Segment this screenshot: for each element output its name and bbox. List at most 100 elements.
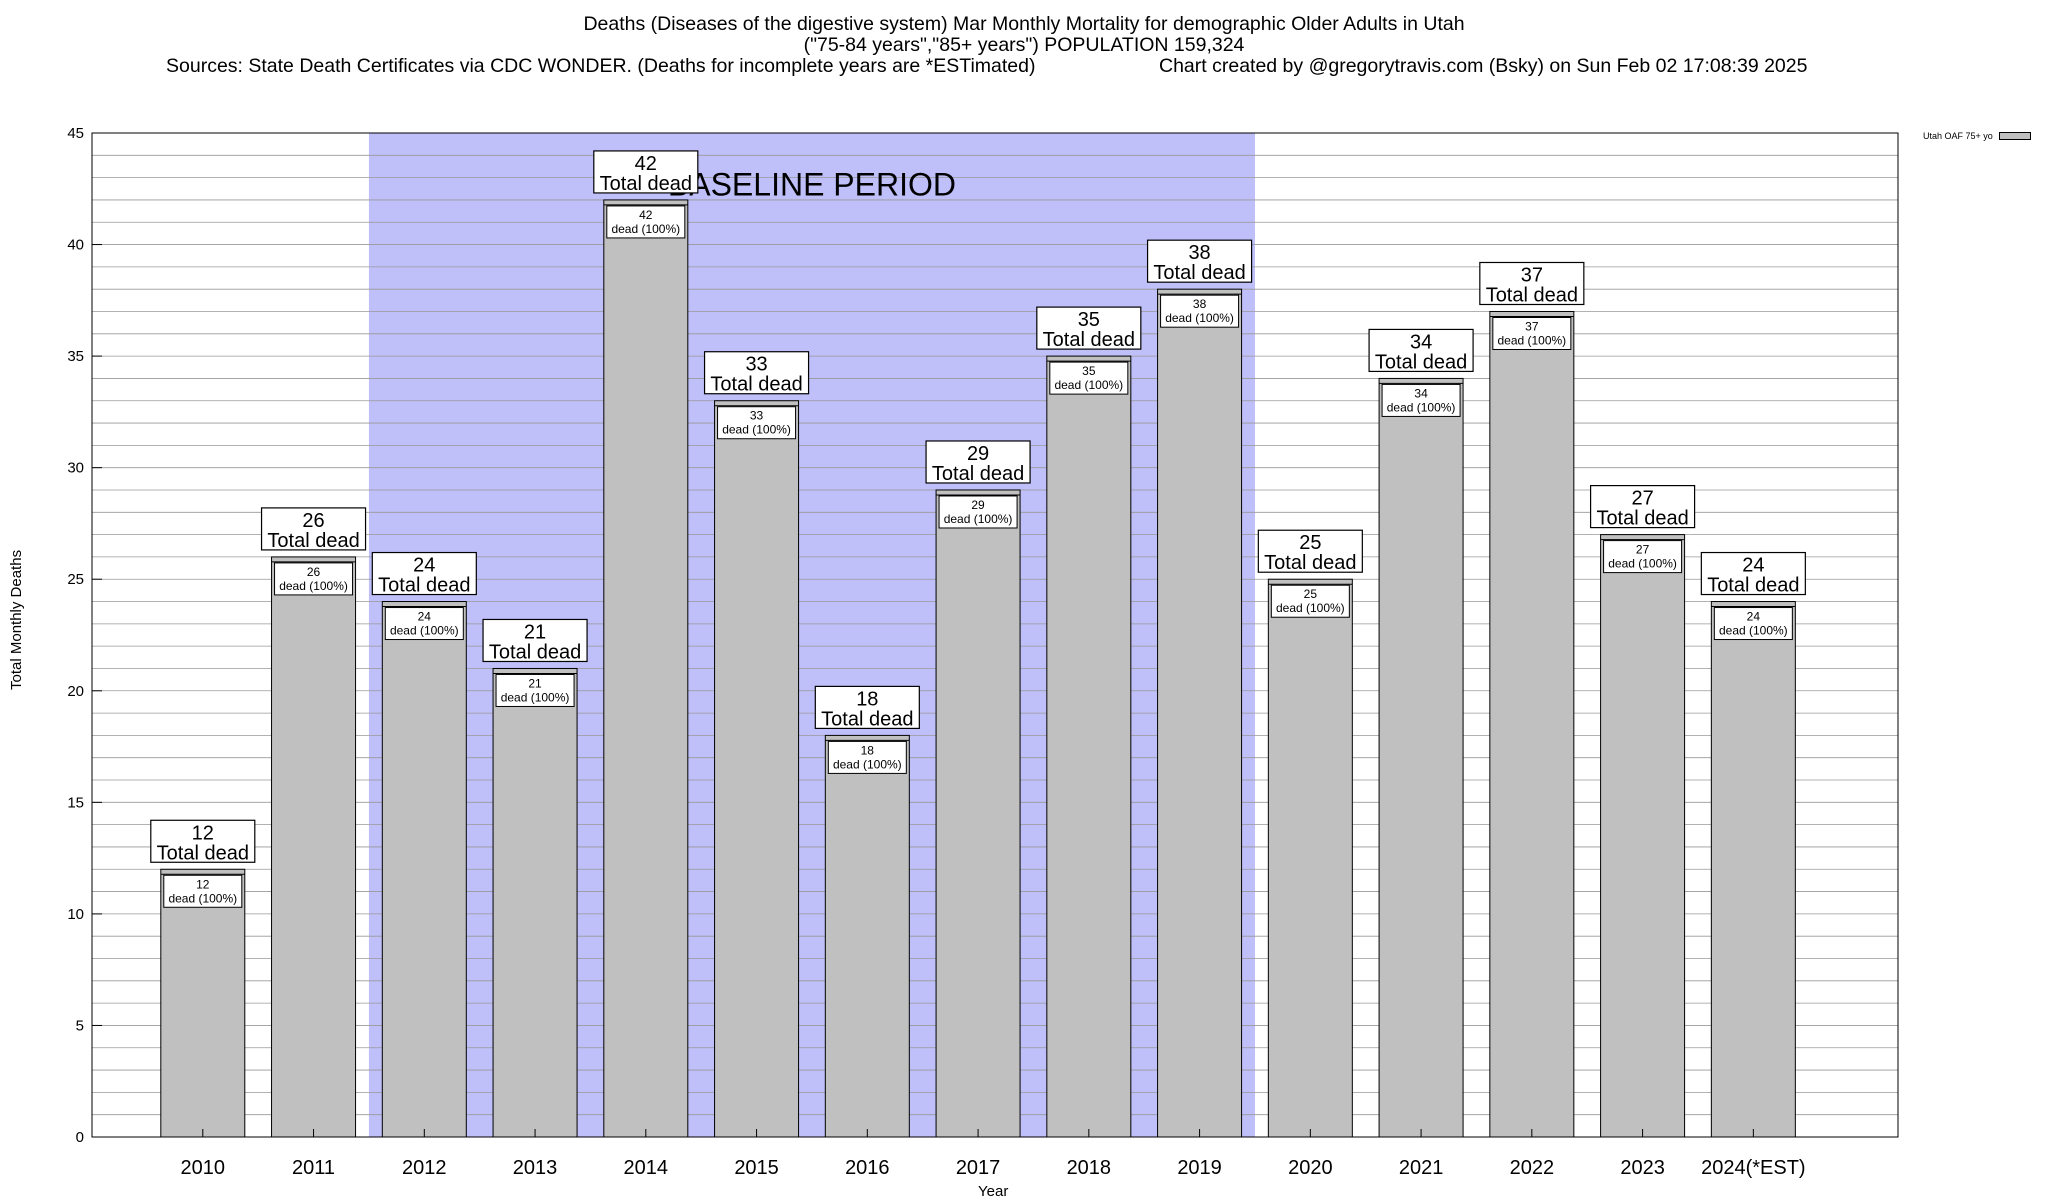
top-label-box bbox=[482, 618, 588, 663]
inner-label-text: dead (100%) bbox=[944, 512, 1013, 526]
chart-subtitle: ("75-84 years","85+ years") POPULATION 1… bbox=[803, 34, 1245, 56]
bar bbox=[1046, 355, 1132, 1138]
top-label-text: Total dead bbox=[932, 463, 1024, 485]
y-tick-label: 30 bbox=[67, 460, 84, 477]
inner-label-text: dead (100%) bbox=[501, 690, 570, 704]
inner-label-box bbox=[1049, 361, 1129, 395]
bar bbox=[1489, 310, 1575, 1138]
top-label-box bbox=[371, 551, 477, 596]
y-axis-label: Total Monthly Deaths bbox=[8, 549, 25, 690]
bar bbox=[935, 489, 1021, 1138]
y-tick-label: 40 bbox=[67, 237, 84, 254]
inner-label-box bbox=[1160, 294, 1240, 328]
top-label-value: 34 bbox=[1410, 331, 1432, 353]
inner-label-value: 25 bbox=[1304, 587, 1318, 601]
top-label-value: 21 bbox=[524, 621, 546, 643]
top-label-box bbox=[1036, 306, 1142, 350]
top-label-text: Total dead bbox=[710, 374, 802, 396]
x-tick-label: 2015 bbox=[734, 1157, 779, 1179]
top-label-text: Total dead bbox=[1264, 552, 1356, 574]
top-label-value: 38 bbox=[1188, 242, 1210, 264]
inner-label-text: dead (100%) bbox=[1165, 311, 1234, 325]
y-tick-label: 0 bbox=[76, 1129, 84, 1146]
inner-label-box bbox=[1381, 383, 1461, 417]
y-tick-label: 35 bbox=[67, 348, 84, 365]
inner-label-value: 26 bbox=[307, 565, 321, 579]
chart-sources: Sources: State Death Certificates via CD… bbox=[166, 55, 1036, 77]
plot-frame bbox=[91, 132, 1899, 1138]
inner-label-value: 18 bbox=[861, 743, 875, 757]
top-label-box bbox=[260, 507, 367, 551]
top-label-box bbox=[1368, 328, 1474, 373]
top-label-text: Total dead bbox=[1375, 351, 1467, 373]
inner-label-text: dead (100%) bbox=[1054, 378, 1123, 392]
bar bbox=[1267, 578, 1353, 1138]
inner-label-value: 29 bbox=[971, 498, 985, 512]
top-label-value: 26 bbox=[302, 510, 324, 532]
top-label-value: 18 bbox=[856, 688, 878, 710]
top-label-box bbox=[1700, 551, 1806, 596]
inner-label-value: 27 bbox=[1636, 543, 1650, 557]
x-tick-label: 2022 bbox=[1510, 1157, 1555, 1179]
y-tick-label: 10 bbox=[67, 906, 84, 923]
top-label-box bbox=[703, 351, 810, 395]
y-tick-label: 20 bbox=[67, 683, 84, 700]
x-tick-label: 2012 bbox=[402, 1157, 447, 1179]
inner-label-text: dead (100%) bbox=[279, 579, 348, 593]
inner-label-box bbox=[606, 205, 686, 239]
x-tick-label: 2023 bbox=[1620, 1157, 1665, 1179]
inner-label-box bbox=[717, 406, 797, 440]
top-label-box bbox=[1479, 261, 1585, 306]
inner-label-text: dead (100%) bbox=[1608, 557, 1677, 571]
x-tick-label: 2018 bbox=[1067, 1157, 1112, 1179]
top-label-value: 12 bbox=[192, 822, 214, 844]
chart-title: Deaths (Diseases of the digestive system… bbox=[583, 13, 1465, 35]
inner-label-text: dead (100%) bbox=[1497, 333, 1566, 347]
inner-label-value: 42 bbox=[639, 208, 653, 222]
top-label-value: 33 bbox=[745, 354, 767, 376]
chart-title-block: Deaths (Diseases of the digestive system… bbox=[0, 14, 2048, 56]
top-label-value: 42 bbox=[635, 153, 657, 175]
legend-label: Utah OAF 75+ yo bbox=[1923, 131, 1993, 141]
top-label-text: Total dead bbox=[1707, 575, 1799, 597]
bar bbox=[271, 556, 357, 1138]
bar bbox=[824, 734, 910, 1138]
top-label-text: Total dead bbox=[600, 173, 692, 195]
y-tick-label: 5 bbox=[76, 1017, 84, 1034]
inner-label-value: 37 bbox=[1525, 319, 1539, 333]
inner-label-text: dead (100%) bbox=[833, 757, 902, 771]
x-tick-label: 2021 bbox=[1399, 1157, 1444, 1179]
legend: Utah OAF 75+ yo bbox=[1923, 131, 2031, 141]
top-label-value: 27 bbox=[1631, 488, 1653, 510]
bar bbox=[492, 667, 578, 1138]
top-label-text: Total dead bbox=[267, 530, 359, 552]
chart-credit: Chart created by @gregorytravis.com (Bsk… bbox=[1159, 55, 1808, 77]
top-label-box bbox=[593, 150, 699, 194]
top-label-text: Total dead bbox=[1043, 329, 1135, 351]
top-label-box bbox=[925, 440, 1031, 484]
y-tick-label: 25 bbox=[67, 571, 84, 588]
x-tick-label: 2024(*EST) bbox=[1701, 1157, 1806, 1179]
bar bbox=[1600, 534, 1686, 1138]
inner-label-value: 24 bbox=[1747, 610, 1761, 624]
top-label-text: Total dead bbox=[1486, 284, 1578, 306]
x-tick-label: 2019 bbox=[1177, 1157, 1222, 1179]
top-label-box bbox=[1589, 485, 1696, 529]
inner-label-value: 34 bbox=[1414, 386, 1428, 400]
inner-label-value: 21 bbox=[528, 676, 542, 690]
x-tick-label: 2016 bbox=[845, 1157, 890, 1179]
top-label-box bbox=[1146, 239, 1253, 283]
inner-label-text: dead (100%) bbox=[611, 222, 680, 236]
top-label-text: Total dead bbox=[157, 842, 249, 864]
bar bbox=[381, 601, 467, 1138]
inner-label-value: 35 bbox=[1082, 364, 1096, 378]
bar bbox=[1378, 377, 1464, 1138]
bar bbox=[1157, 288, 1243, 1138]
inner-label-text: dead (100%) bbox=[722, 423, 791, 437]
bar bbox=[714, 400, 800, 1138]
top-label-value: 24 bbox=[413, 555, 435, 577]
y-tick-label: 45 bbox=[67, 125, 84, 142]
top-label-value: 24 bbox=[1742, 555, 1764, 577]
top-label-text: Total dead bbox=[1153, 262, 1245, 284]
inner-label-value: 12 bbox=[196, 877, 210, 891]
